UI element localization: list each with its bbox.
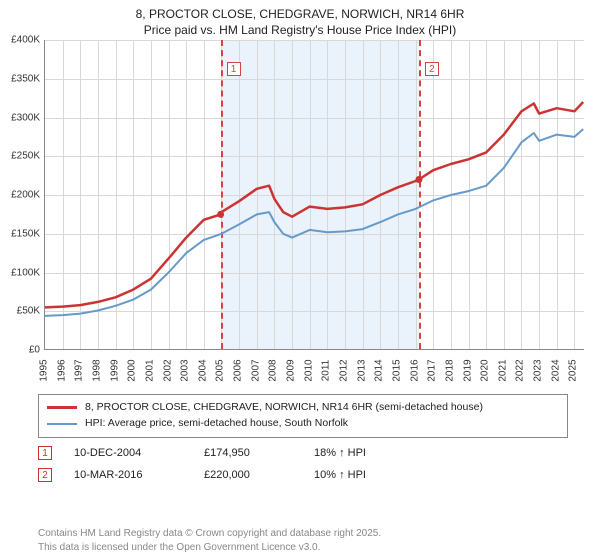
x-tick-label: 2012 — [339, 359, 350, 381]
y-tick-label: £0 — [0, 345, 40, 356]
x-tick-label: 2009 — [286, 359, 297, 381]
legend-swatch-hpi — [47, 423, 77, 425]
x-tick-label: 2002 — [162, 359, 173, 381]
x-tick-label: 1995 — [39, 359, 50, 381]
sale-row-2: 2 10-MAR-2016 £220,000 10% ↑ HPI — [38, 464, 568, 486]
x-tick-label: 2007 — [250, 359, 261, 381]
series-hpi — [45, 129, 583, 316]
event-marker-icon: 2 — [425, 62, 439, 76]
series-price_paid — [45, 102, 583, 307]
sale-marker-icon: 1 — [38, 446, 52, 460]
sales-table: 1 10-DEC-2004 £174,950 18% ↑ HPI 2 10-MA… — [38, 442, 568, 486]
chart-title-block: 8, PROCTOR CLOSE, CHEDGRAVE, NORWICH, NR… — [0, 0, 600, 40]
x-tick-label: 2011 — [321, 360, 332, 382]
y-tick-label: £350K — [0, 73, 40, 84]
x-tick-label: 2001 — [144, 359, 155, 381]
sale-point-marker — [415, 176, 422, 183]
x-tick-label: 2015 — [391, 359, 402, 381]
y-tick-label: £300K — [0, 112, 40, 123]
legend-box: 8, PROCTOR CLOSE, CHEDGRAVE, NORWICH, NR… — [38, 394, 568, 438]
sale-price: £220,000 — [204, 469, 314, 481]
x-tick-label: 2025 — [568, 359, 579, 381]
sale-pct-vs-hpi: 10% ↑ HPI — [314, 469, 424, 481]
x-tick-label: 2010 — [303, 359, 314, 381]
x-tick-label: 1997 — [74, 359, 85, 381]
x-tick-label: 2004 — [197, 359, 208, 381]
legend-label: 8, PROCTOR CLOSE, CHEDGRAVE, NORWICH, NR… — [85, 400, 483, 416]
x-tick-label: 2022 — [515, 359, 526, 381]
sale-marker-icon: 2 — [38, 468, 52, 482]
plot-area: 12 — [44, 40, 584, 350]
y-tick-label: £400K — [0, 35, 40, 46]
legend-item-hpi: HPI: Average price, semi-detached house,… — [47, 416, 559, 432]
x-tick-label: 2018 — [444, 359, 455, 381]
x-tick-label: 2014 — [374, 359, 385, 381]
footer-line-2: This data is licensed under the Open Gov… — [38, 541, 381, 555]
sale-row-1: 1 10-DEC-2004 £174,950 18% ↑ HPI — [38, 442, 568, 464]
y-tick-label: £50K — [0, 306, 40, 317]
x-tick-label: 2023 — [533, 359, 544, 381]
x-tick-label: 2013 — [356, 359, 367, 381]
x-tick-label: 1998 — [91, 359, 102, 381]
y-tick-label: £200K — [0, 190, 40, 201]
sale-price: £174,950 — [204, 447, 314, 459]
title-line-2: Price paid vs. HM Land Registry's House … — [0, 22, 600, 38]
footer-attribution: Contains HM Land Registry data © Crown c… — [38, 527, 381, 554]
x-tick-label: 2008 — [268, 359, 279, 381]
series-lines — [45, 40, 585, 350]
y-tick-label: £150K — [0, 228, 40, 239]
x-tick-label: 2019 — [462, 359, 473, 381]
x-tick-label: 2021 — [497, 359, 508, 381]
legend-swatch-price-paid — [47, 406, 77, 409]
x-tick-label: 1996 — [56, 359, 67, 381]
x-tick-label: 2000 — [127, 359, 138, 381]
legend-label: HPI: Average price, semi-detached house,… — [85, 416, 348, 432]
x-tick-label: 2016 — [409, 359, 420, 381]
y-tick-label: £100K — [0, 267, 40, 278]
chart-area: £0£50K£100K£150K£200K£250K£300K£350K£400… — [0, 40, 600, 390]
y-tick-label: £250K — [0, 151, 40, 162]
sale-pct-vs-hpi: 18% ↑ HPI — [314, 447, 424, 459]
x-tick-label: 2003 — [180, 359, 191, 381]
x-tick-label: 2020 — [480, 359, 491, 381]
title-line-1: 8, PROCTOR CLOSE, CHEDGRAVE, NORWICH, NR… — [0, 6, 600, 22]
event-marker-icon: 1 — [227, 62, 241, 76]
footer-line-1: Contains HM Land Registry data © Crown c… — [38, 527, 381, 541]
legend-item-price-paid: 8, PROCTOR CLOSE, CHEDGRAVE, NORWICH, NR… — [47, 400, 559, 416]
x-tick-label: 2024 — [550, 359, 561, 381]
sale-date: 10-DEC-2004 — [74, 447, 204, 459]
x-tick-label: 2005 — [215, 359, 226, 381]
sale-point-marker — [217, 211, 224, 218]
x-tick-label: 2006 — [233, 359, 244, 381]
x-tick-label: 1999 — [109, 359, 120, 381]
x-tick-label: 2017 — [427, 359, 438, 381]
sale-date: 10-MAR-2016 — [74, 469, 204, 481]
